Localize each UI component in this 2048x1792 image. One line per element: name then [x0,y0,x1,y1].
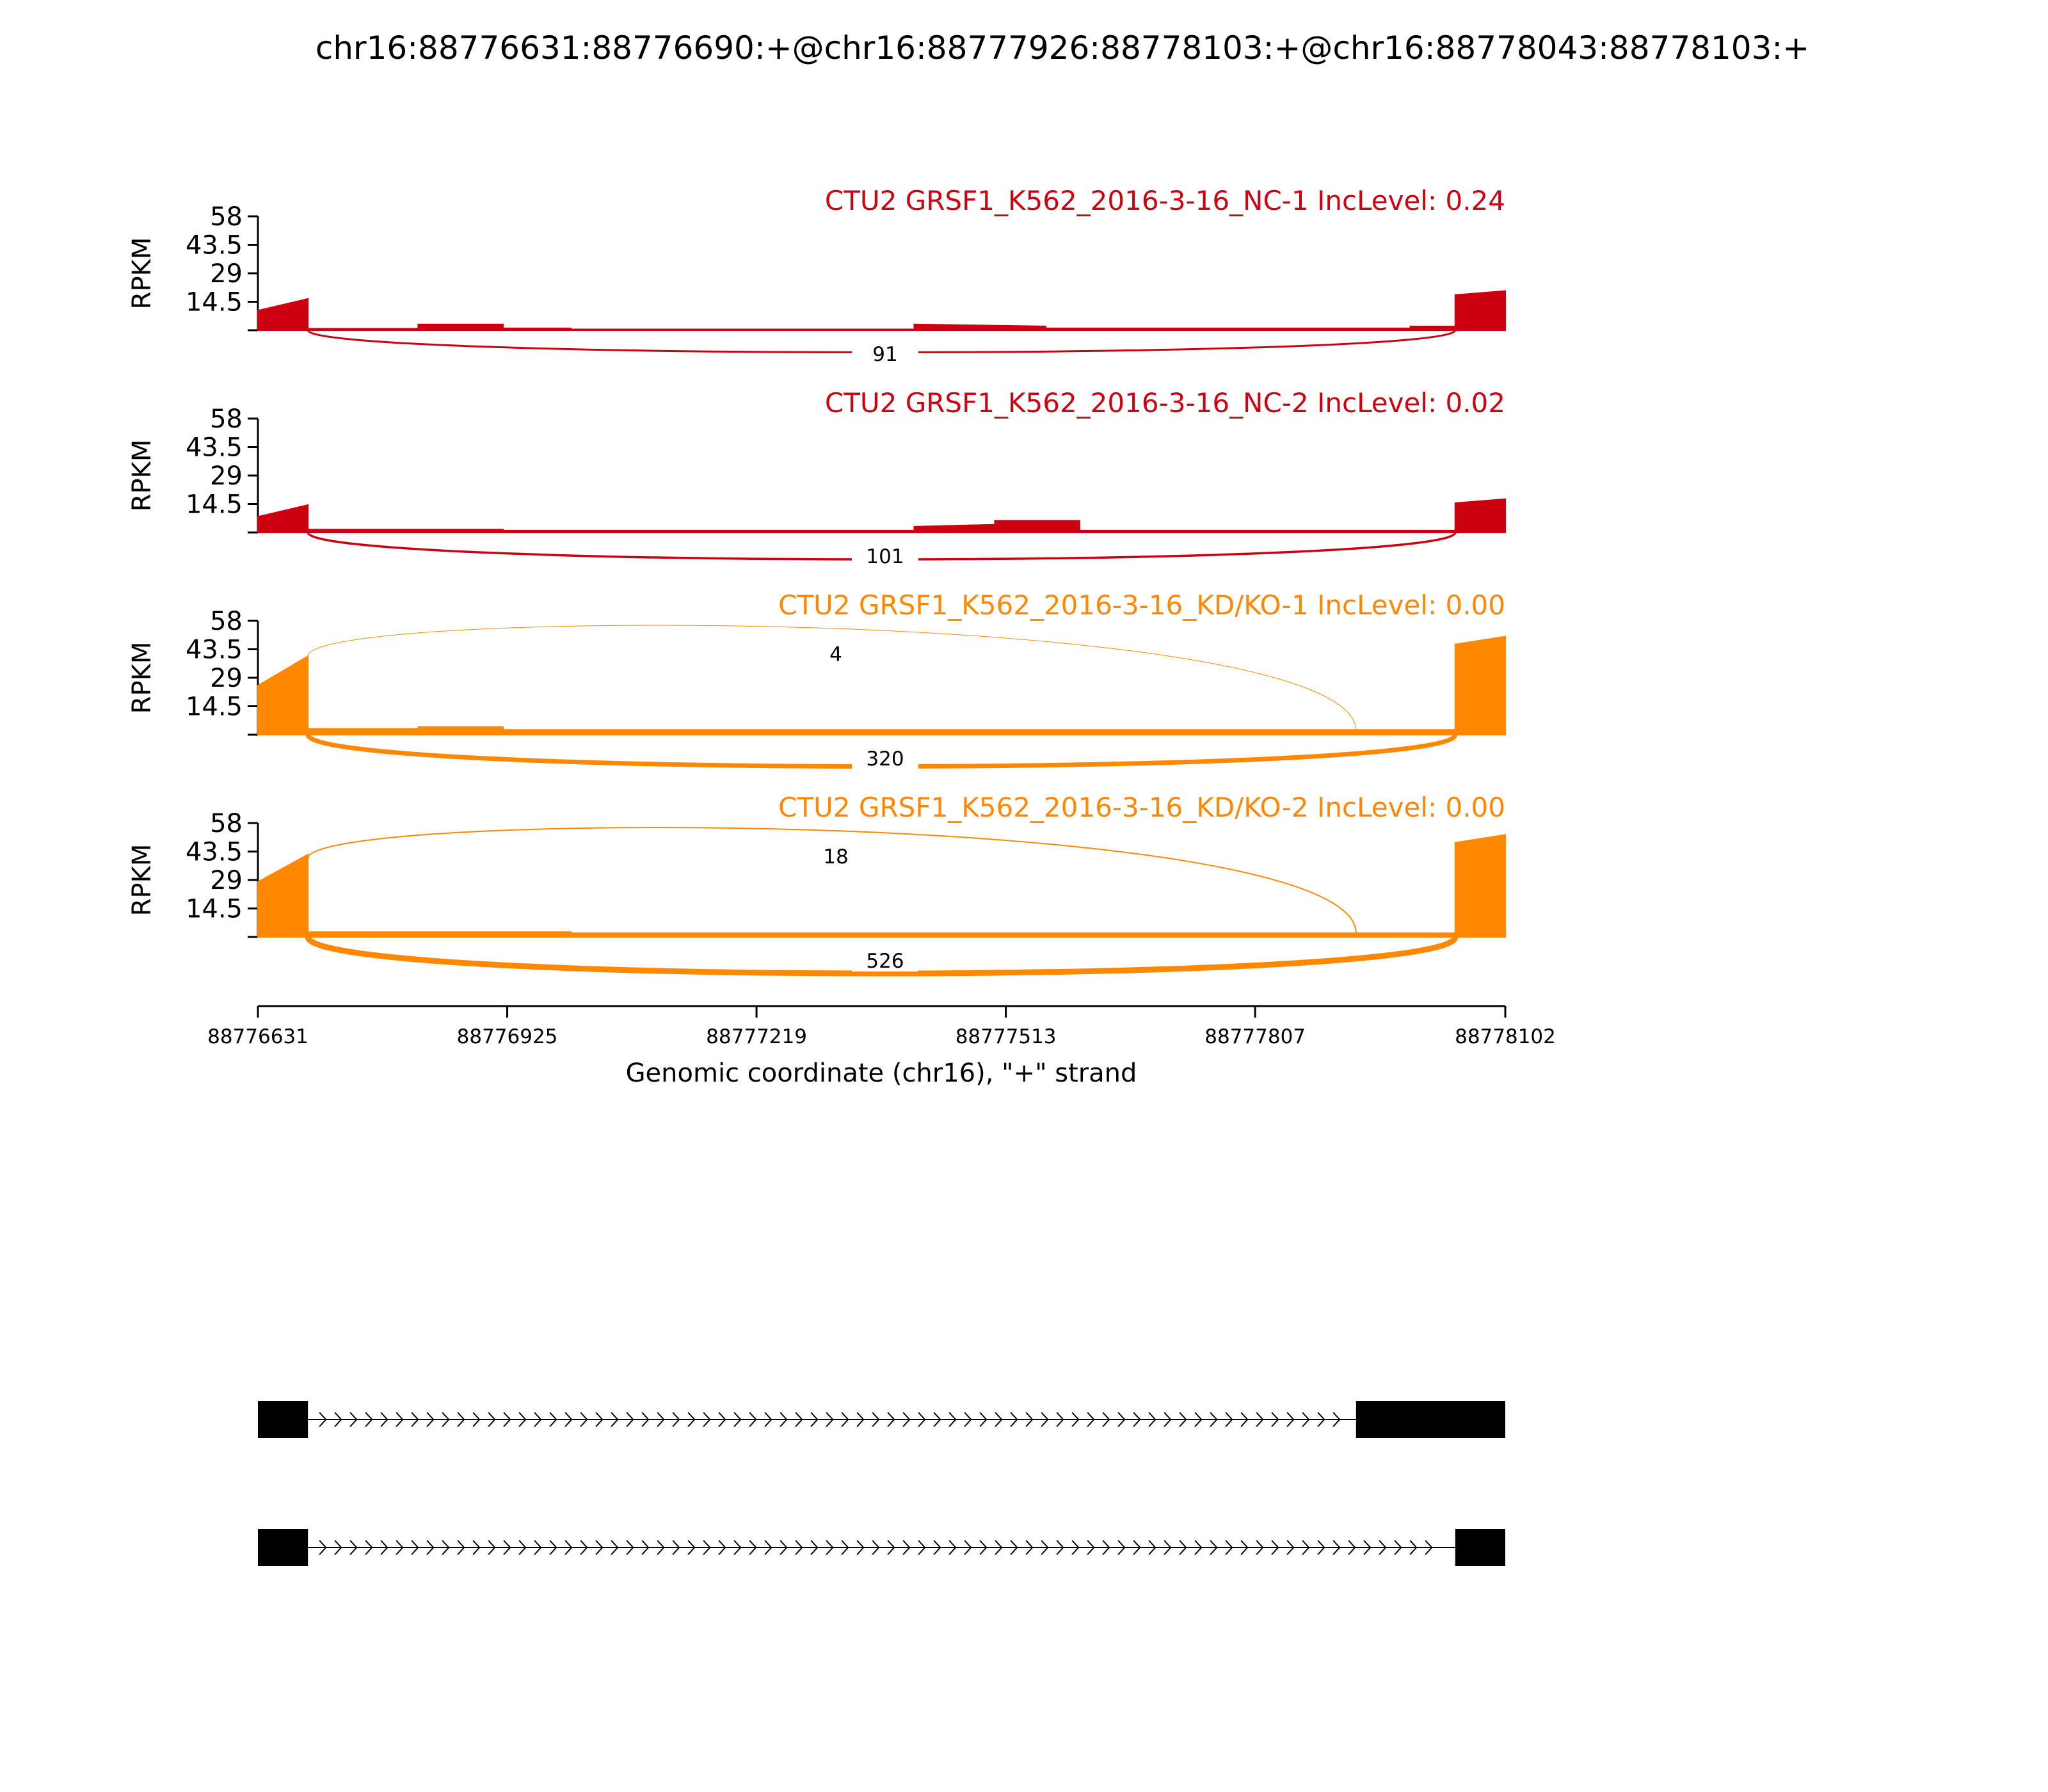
x-tick-label: 88778102 [1455,1025,1556,1048]
y-axis-label: RPKM [127,642,157,714]
y-tick-label: 29 [210,664,243,693]
junction-count-bg [803,639,869,665]
junction-count-bg [803,842,869,867]
y-tick-label: 14.5 [186,490,243,520]
y-tick-label: 14.5 [186,288,243,317]
coverage-area [257,290,1506,331]
chart-title: chr16:88776631:88776690:+@chr16:88777926… [316,29,1809,67]
junction-arc [307,827,1357,934]
junction-count: 91 [872,343,897,366]
track-label: CTU2 GRSF1_K562_2016-3-16_KD/KO-1 IncLev… [778,589,1505,621]
junction-arc [305,936,1459,977]
junction-arc [307,625,1357,732]
isoform-2 [258,1529,1505,1566]
y-tick-label: 43.5 [186,433,243,463]
y-tick-label: 43.5 [186,838,243,867]
coverage-area [257,636,1506,735]
y-tick-label: 43.5 [186,231,243,260]
y-tick-label: 29 [210,461,243,491]
y-axis-label: RPKM [127,844,157,916]
junction-count-bg [852,339,918,365]
junction-count: 18 [823,845,848,868]
y-tick-label: 58 [210,809,243,838]
isoform-1 [258,1401,1505,1438]
track-label: CTU2 GRSF1_K562_2016-3-16_NC-2 IncLevel:… [825,387,1505,419]
exon-block [258,1529,308,1566]
y-tick-label: 43.5 [186,636,243,665]
y-axis-label: RPKM [127,237,157,310]
y-tick-label: 14.5 [186,692,243,722]
x-tick-label: 88776925 [457,1025,558,1048]
junction-count: 320 [866,748,904,771]
strand-chevrons [319,1412,1341,1427]
exon-block [258,1401,308,1438]
y-tick-label: 29 [210,259,243,289]
isoform-models [258,1401,1505,1566]
y-tick-label: 58 [210,202,243,232]
coverage-area [257,834,1506,938]
y-tick-label: 58 [210,607,243,636]
x-axis-label: Genomic coordinate (chr16), "+" strand [626,1059,1137,1088]
junction-count: 526 [866,950,904,973]
x-tick-label: 88777219 [706,1025,807,1048]
strand-chevrons [319,1540,1433,1555]
track-label: CTU2 GRSF1_K562_2016-3-16_NC-1 IncLevel:… [825,185,1505,216]
x-tick-label: 88777513 [956,1025,1057,1048]
x-axis: 88776631 88776925 88777219 88777513 88777807… [207,1005,1556,1048]
track-label: CTU2 GRSF1_K562_2016-3-16_KD/KO-2 IncLev… [778,792,1505,823]
coverage-area [257,498,1506,533]
junction-count-bg [852,541,918,567]
x-tick-label: 88777807 [1204,1025,1306,1048]
y-tick-label: 58 [210,404,243,434]
y-axis-label: RPKM [127,440,157,512]
x-tick-label: 88776631 [207,1025,308,1048]
junction-count-bg [852,744,918,769]
y-tick-label: 29 [210,866,243,895]
exon-block [1356,1401,1505,1438]
y-tick-label: 14.5 [186,895,243,924]
junction-count: 101 [866,545,904,568]
junction-count: 4 [829,643,842,666]
junction-count-bg [852,946,918,972]
exon-block [1455,1529,1505,1566]
